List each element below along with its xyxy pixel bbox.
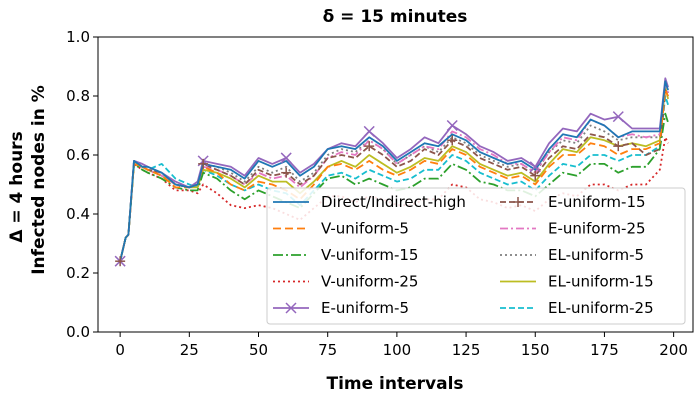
series-layer	[119, 77, 669, 262]
legend-entry-6: E-uniform-25	[500, 220, 646, 238]
x-marker	[612, 111, 624, 123]
x-tick-label: 125	[452, 341, 481, 359]
legend-label: EL-uniform-25	[548, 299, 654, 317]
marker-layer	[114, 111, 624, 267]
legend: Direct/Indirect-high V-uniform-5 V-uniform…	[266, 187, 686, 325]
legend-label: V-uniform-25	[321, 273, 418, 291]
legend-box	[266, 187, 686, 325]
chart-title: δ = 15 minutes	[323, 7, 468, 27]
legend-entry-2: V-uniform-15	[273, 246, 418, 264]
legend-entry-8: EL-uniform-15	[500, 273, 654, 291]
y-tick-label: 0.6	[66, 146, 90, 164]
y-tick-label: 1.0	[66, 28, 90, 46]
legend-items: Direct/Indirect-high V-uniform-5 V-uniform…	[273, 193, 654, 317]
series-line-0	[119, 80, 669, 262]
series-line-1	[119, 89, 669, 262]
x-axis-title: Time intervals	[326, 374, 463, 394]
x-marker	[529, 161, 541, 173]
y-tick-label: 0.0	[66, 323, 90, 341]
legend-label: E-uniform-5	[321, 299, 409, 317]
x-marker	[363, 125, 375, 137]
y-tick-label: 0.2	[66, 264, 90, 282]
x-tick-label: 150	[521, 341, 550, 359]
plot-frame	[97, 36, 694, 333]
x-marker	[446, 119, 458, 132]
y-tick-label: 0.4	[66, 205, 90, 223]
x-axis: 0 25 50 75 100 125 150 175 200	[115, 332, 688, 359]
x-tick-label: 175	[590, 341, 619, 359]
x-tick-label: 100	[383, 341, 412, 359]
x-marker	[285, 302, 297, 314]
x-tick-label: 25	[180, 341, 199, 359]
plot-area	[97, 36, 694, 333]
legend-label: EL-uniform-5	[548, 246, 644, 264]
series-line-9	[119, 95, 669, 262]
legend-label: E-uniform-25	[548, 220, 646, 238]
y-axis-title-line-2: Infected nodes in %	[29, 85, 49, 275]
legend-entry-3: V-uniform-25	[273, 273, 418, 291]
legend-label: V-uniform-15	[321, 246, 418, 264]
legend-label: V-uniform-5	[321, 220, 409, 238]
legend-entry-1: V-uniform-5	[273, 220, 409, 238]
legend-label: E-uniform-15	[548, 193, 646, 211]
x-tick-label: 75	[318, 341, 337, 359]
legend-entry-7: EL-uniform-5	[500, 246, 644, 264]
series-line-4	[119, 77, 669, 262]
y-axis-title-line-1: Δ = 4 hours	[7, 131, 27, 242]
x-marker	[280, 152, 292, 164]
series-line-6	[119, 83, 669, 262]
x-tick-label: 0	[115, 341, 125, 359]
legend-label: Direct/Indirect-high	[321, 193, 466, 211]
y-tick-label: 0.8	[66, 87, 90, 105]
legend-entry-4: E-uniform-5	[273, 299, 409, 317]
legend-entry-0: Direct/Indirect-high	[273, 193, 466, 211]
x-tick-label: 50	[249, 341, 268, 359]
legend-entry-5: E-uniform-15	[500, 193, 646, 211]
series-line-2	[119, 112, 669, 262]
legend-label: EL-uniform-15	[548, 273, 654, 291]
y-axis: 0.0 0.2 0.4 0.6 0.8 1.0	[66, 28, 98, 341]
x-tick-label: 200	[659, 341, 688, 359]
legend-entry-9: EL-uniform-25	[500, 299, 654, 317]
